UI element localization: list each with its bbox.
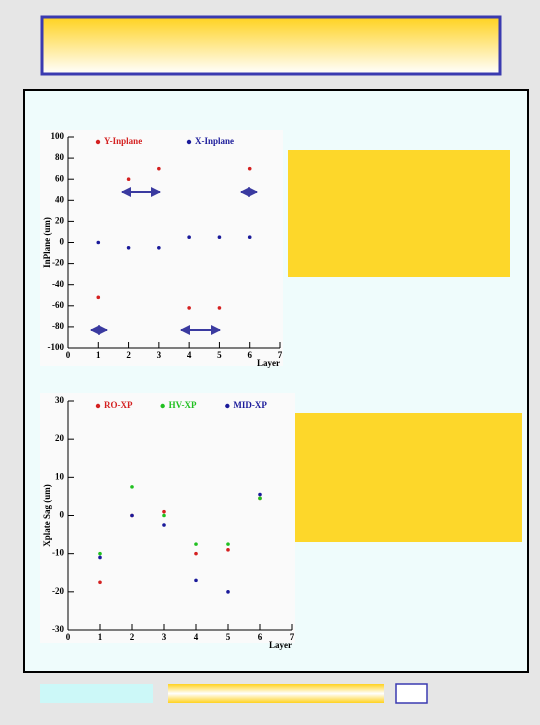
data-point xyxy=(96,240,101,245)
x-tick-label: 5 xyxy=(217,350,222,360)
data-point xyxy=(126,245,131,250)
y-tick-label: -40 xyxy=(52,279,64,289)
data-point xyxy=(130,485,134,489)
footer-bar xyxy=(168,684,384,703)
y-tick-label: 0 xyxy=(60,510,65,520)
data-point xyxy=(98,580,102,585)
data-point xyxy=(187,306,191,310)
y-tick-label: 80 xyxy=(55,152,65,162)
data-point xyxy=(162,523,166,527)
title-box xyxy=(40,15,502,76)
legend-marker xyxy=(186,139,192,145)
x-tick-label: 6 xyxy=(258,632,263,642)
y-tick-label: -100 xyxy=(48,342,65,352)
legend-marker xyxy=(225,403,230,409)
footer-box xyxy=(395,683,428,704)
legend-label: MID-XP xyxy=(233,400,267,410)
y-tick-label: 10 xyxy=(55,471,65,481)
note-box xyxy=(294,413,522,542)
y-axis-label: InPlane (um) xyxy=(42,217,52,268)
y-axis-label: Xplate Sag (um) xyxy=(42,484,52,547)
y-tick-label: -80 xyxy=(52,321,64,331)
note-box xyxy=(288,150,510,277)
x-tick-label: 2 xyxy=(126,350,131,360)
y-tick-label: 20 xyxy=(55,215,65,225)
data-point xyxy=(217,306,222,310)
data-point xyxy=(194,551,198,556)
y-tick-label: -20 xyxy=(52,258,64,268)
x-tick-label: 4 xyxy=(187,350,192,360)
legend-label: X-Inplane xyxy=(195,136,234,146)
data-point xyxy=(247,166,252,171)
data-point xyxy=(247,235,252,240)
data-point xyxy=(187,235,191,240)
x-tick-label: 0 xyxy=(66,350,71,360)
y-tick-label: 30 xyxy=(55,395,65,405)
data-point xyxy=(130,513,134,518)
y-tick-label: -60 xyxy=(52,300,64,310)
x-axis-label: Layer xyxy=(257,358,280,368)
plot-background xyxy=(40,130,283,366)
data-point xyxy=(226,590,230,594)
data-point xyxy=(157,166,161,171)
y-tick-label: -20 xyxy=(52,586,64,596)
data-point xyxy=(157,245,161,250)
data-point xyxy=(96,295,101,300)
footer-bar xyxy=(40,684,153,703)
legend-label: Y-Inplane xyxy=(104,136,142,146)
data-point xyxy=(98,555,102,560)
y-tick-label: -30 xyxy=(52,624,64,634)
x-tick-label: 5 xyxy=(226,632,231,642)
data-point xyxy=(162,509,166,514)
y-tick-label: 40 xyxy=(55,194,65,204)
y-tick-label: 20 xyxy=(55,433,65,443)
data-point xyxy=(226,548,230,552)
x-tick-label: 1 xyxy=(96,350,101,360)
legend-label: RO-XP xyxy=(104,400,133,410)
data-point xyxy=(217,235,222,240)
data-point xyxy=(258,492,262,497)
y-tick-label: 100 xyxy=(51,131,65,141)
data-point xyxy=(126,177,131,181)
annotation-arrows xyxy=(90,187,258,335)
data-point xyxy=(194,542,198,546)
data-point xyxy=(258,496,262,501)
y-tick-label: -10 xyxy=(52,548,64,558)
x-tick-label: 6 xyxy=(247,350,252,360)
data-point xyxy=(162,513,166,518)
x-tick-label: 7 xyxy=(290,632,295,642)
data-point xyxy=(98,551,102,556)
y-tick-label: 0 xyxy=(60,237,65,247)
legend-marker xyxy=(160,403,165,409)
legend-marker xyxy=(95,139,101,145)
x-tick-label: 2 xyxy=(130,632,135,642)
x-tick-label: 0 xyxy=(66,632,71,642)
legend-marker xyxy=(95,403,101,409)
x-tick-label: 4 xyxy=(194,632,199,642)
x-tick-label: 3 xyxy=(157,350,162,360)
data-point xyxy=(226,542,230,546)
y-tick-label: 60 xyxy=(55,173,65,183)
plot-background xyxy=(40,393,295,643)
data-point xyxy=(194,578,198,583)
x-tick-label: 7 xyxy=(278,350,283,360)
legend-label: HV-XP xyxy=(169,400,197,410)
x-tick-label: 3 xyxy=(162,632,167,642)
x-tick-label: 1 xyxy=(98,632,103,642)
x-axis-label: Layer xyxy=(269,640,292,650)
